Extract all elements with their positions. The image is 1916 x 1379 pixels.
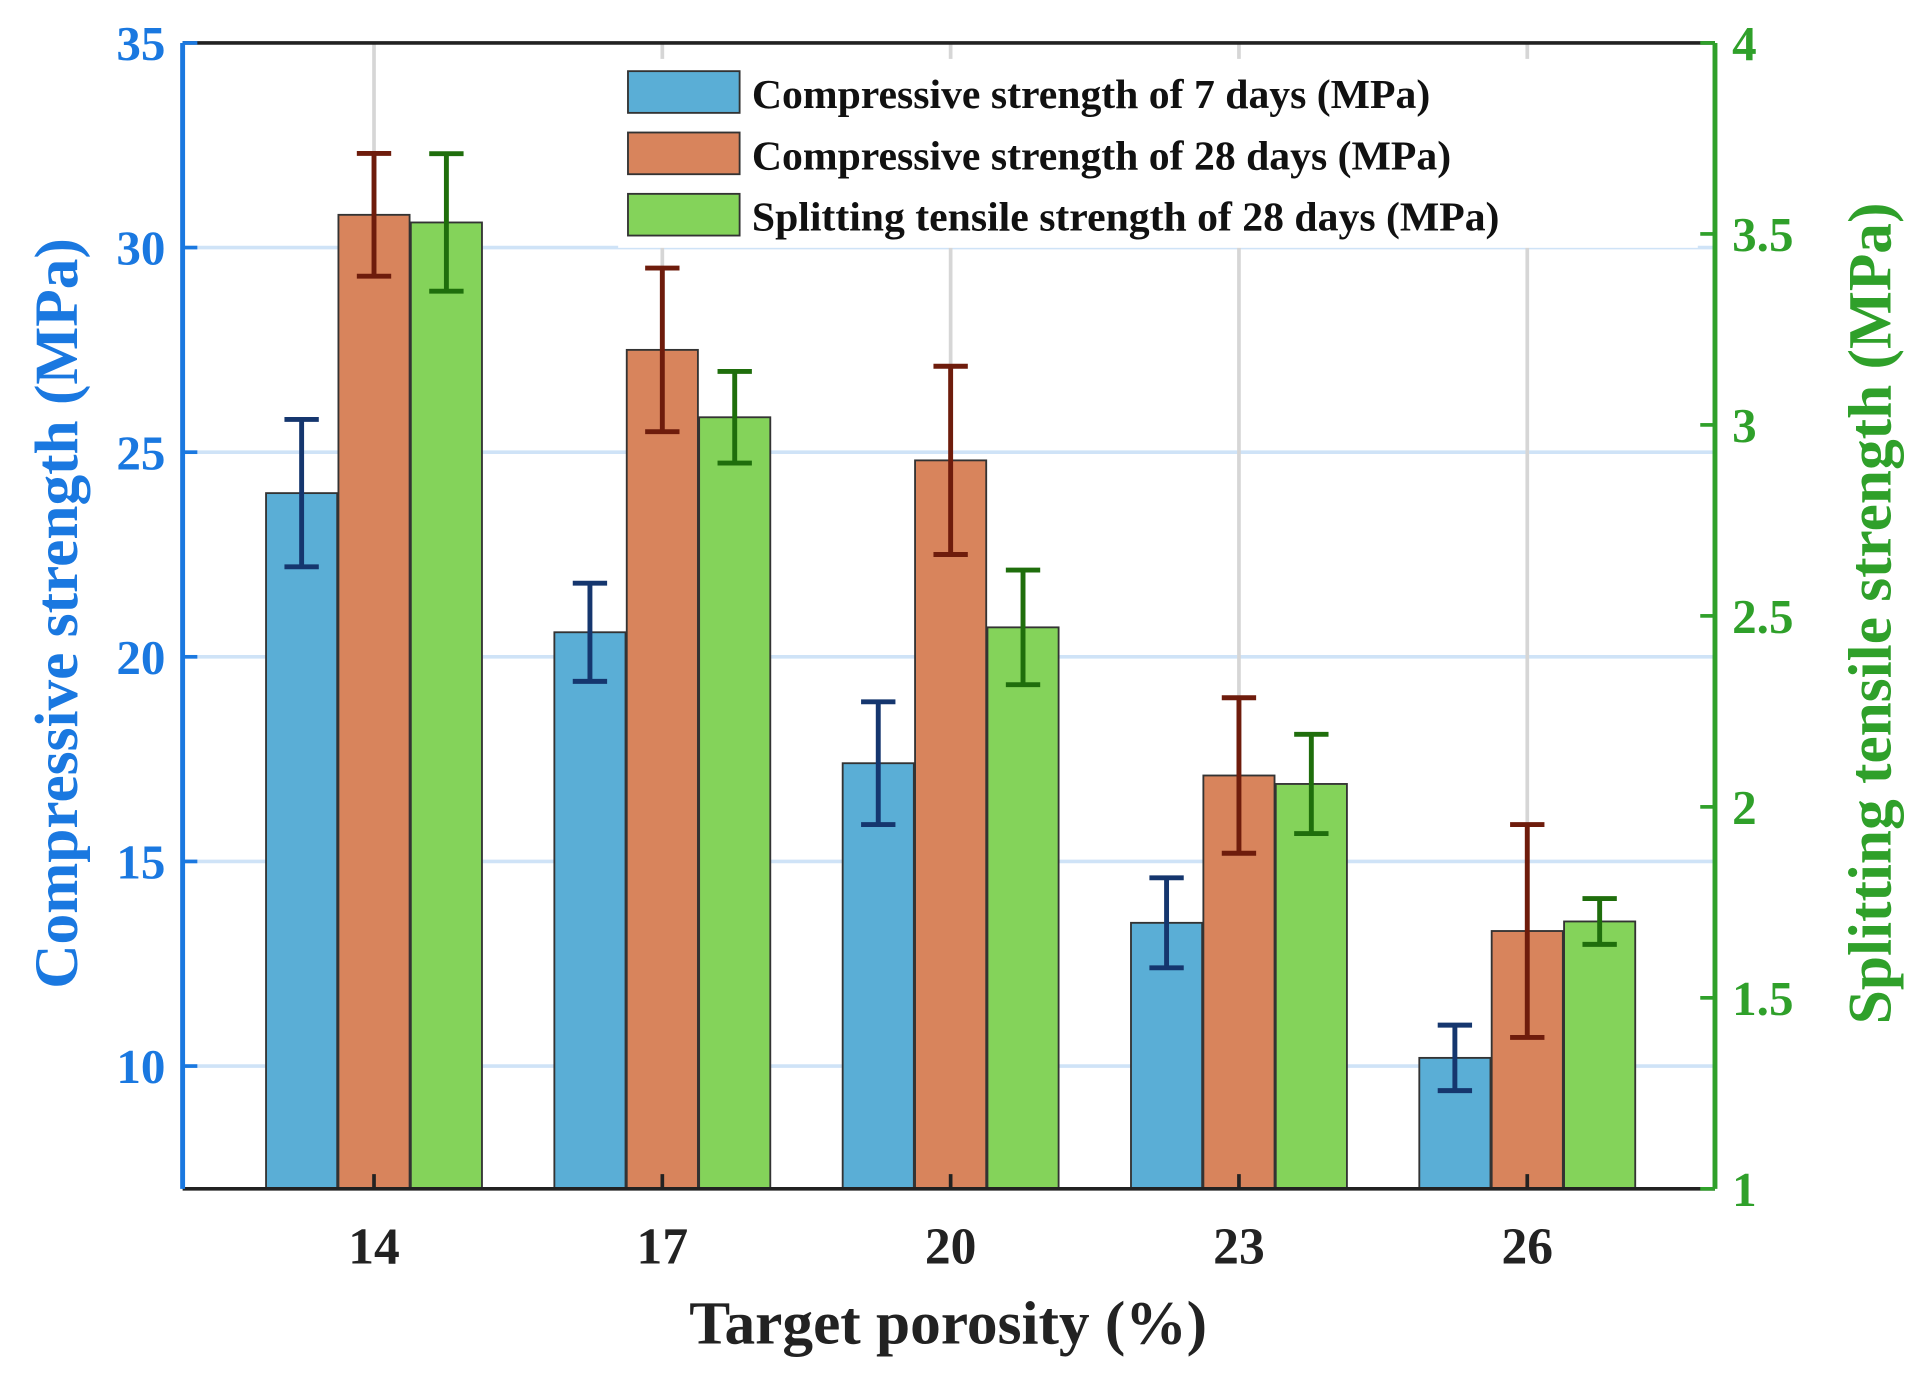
bar-3-20 — [986, 626, 1060, 1190]
x-tick-label: 23 — [1213, 1219, 1265, 1276]
bar-1-14 — [265, 492, 339, 1190]
bar-3-23 — [1274, 783, 1348, 1190]
y-tick-label: 30 — [116, 221, 165, 276]
bars — [265, 150, 1637, 1190]
y2-tick-label: 1 — [1732, 1162, 1757, 1217]
bar-1-17 — [553, 631, 627, 1190]
y2-tick-label: 2 — [1732, 780, 1757, 835]
bar-3-14 — [409, 221, 483, 1190]
x-tick-label: 20 — [925, 1219, 977, 1276]
y-tick-label: 15 — [116, 835, 165, 890]
bar-2-14 — [337, 213, 411, 1190]
bar-2-20 — [914, 459, 988, 1190]
x-tick-label: 26 — [1502, 1219, 1554, 1276]
x-tick-label: 17 — [637, 1219, 689, 1276]
bar-2-17 — [625, 348, 699, 1190]
y-tick-label: 10 — [116, 1039, 165, 1094]
bar-3-17 — [698, 416, 772, 1190]
legend-label: Compressive strength of 28 days (MPa) — [752, 133, 1451, 179]
legend: Compressive strength of 7 days (MPa) Comp… — [618, 58, 1698, 248]
legend-label: Splitting tensile strength of 28 days (M… — [752, 195, 1500, 241]
y2-tick-label: 3 — [1732, 398, 1757, 453]
bar-3-26 — [1563, 920, 1637, 1190]
legend-swatch — [627, 131, 741, 176]
legend-label: Compressive strength of 7 days (MPa) — [752, 72, 1430, 118]
y2-tick-label: 4 — [1732, 16, 1757, 71]
y2-tick-label: 1.5 — [1732, 971, 1793, 1026]
axes: 10 15 20 25 30 35 1 1.5 2 2.5 3 3.5 4 14 17 20 23 26 — [116, 16, 1793, 1276]
y-tick-label: 35 — [116, 16, 165, 71]
bar-1-20 — [841, 762, 915, 1190]
legend-swatch — [627, 70, 741, 114]
y-axis-label: Compressive strength (MPa) — [23, 238, 91, 989]
x-axis-label: Target porosity (%) — [689, 1289, 1207, 1357]
y2-tick-label: 2.5 — [1732, 589, 1793, 644]
y-tick-label: 20 — [116, 630, 165, 685]
y2-tick-label: 3.5 — [1732, 207, 1793, 262]
x-tick-label: 14 — [348, 1219, 400, 1276]
legend-swatch — [627, 192, 741, 237]
y2-axis-label: Splitting tensile strength (MPa) — [1836, 203, 1904, 1025]
y-tick-label: 25 — [116, 425, 165, 480]
legend-box — [618, 58, 1698, 248]
